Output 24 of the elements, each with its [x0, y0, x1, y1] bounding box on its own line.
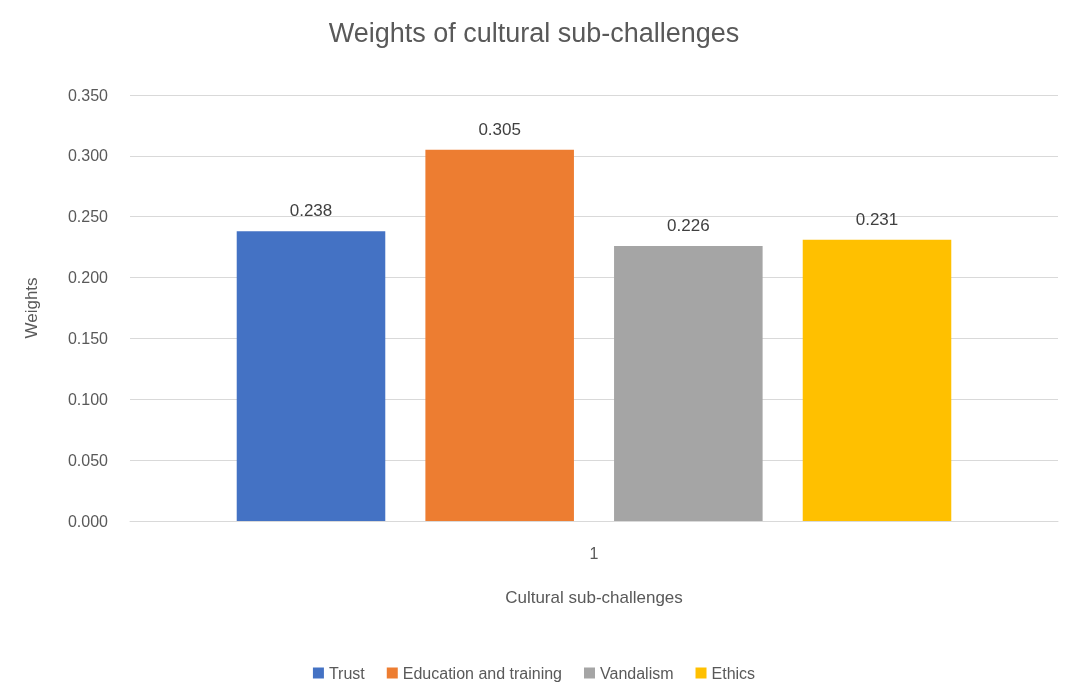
data-label: 0.305 — [478, 119, 521, 139]
y-tick-label: 0.200 — [67, 269, 109, 287]
legend-label: Trust — [328, 664, 366, 682]
data-label: 0.231 — [855, 209, 899, 229]
data-label: 0.238 — [289, 201, 333, 221]
bar — [236, 231, 386, 521]
x-axis-title: Cultural sub-challenges — [505, 588, 683, 607]
chart-title: Weights of cultural sub-challenges — [328, 17, 740, 48]
y-axis-title: Weights — [22, 277, 41, 339]
legend-label: Ethics — [711, 664, 756, 682]
bar — [425, 149, 574, 521]
y-tick-label: 0.050 — [67, 451, 109, 469]
y-tick-label: 0.000 — [67, 512, 109, 530]
bar — [802, 239, 952, 521]
data-label: 0.226 — [667, 215, 710, 235]
bar — [614, 245, 763, 521]
y-tick-label: 0.350 — [67, 86, 109, 104]
y-tick-label: 0.300 — [67, 147, 109, 165]
y-tick-label: 0.100 — [67, 390, 109, 408]
y-tick-label: 0.150 — [67, 329, 109, 347]
y-tick-label: 0.250 — [67, 208, 109, 226]
legend-label: Vandalism — [600, 664, 674, 682]
x-tick-label: 1 — [589, 544, 599, 562]
legend-label: Education and training — [402, 664, 562, 682]
